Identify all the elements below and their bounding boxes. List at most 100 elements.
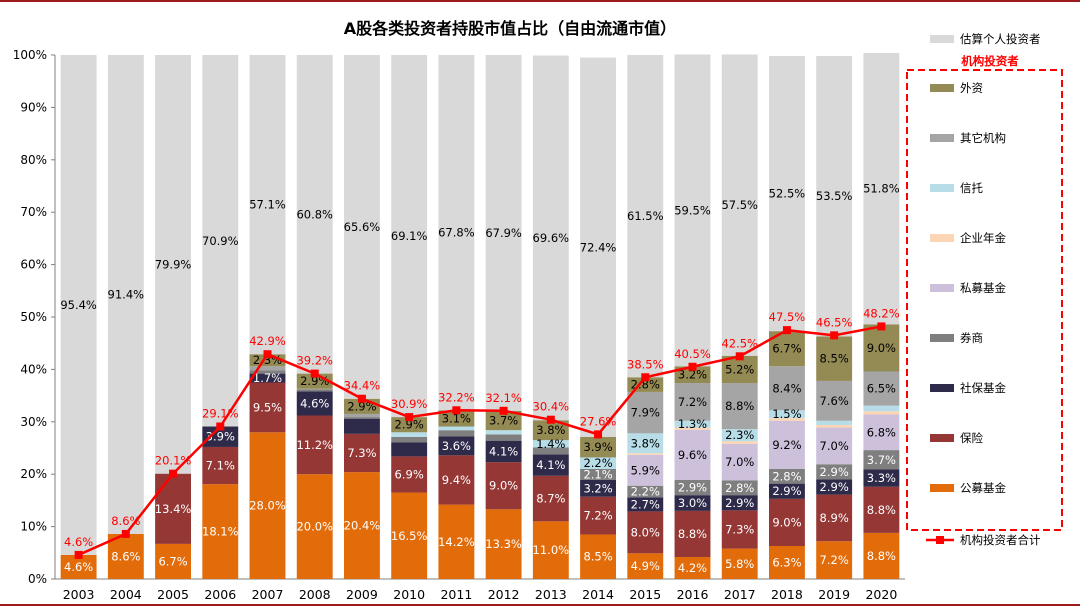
y-tick-label: 50% <box>20 310 47 324</box>
bar-segment <box>721 429 758 442</box>
x-tick-label: 2014 <box>582 587 614 602</box>
data-label: 59.5% <box>674 203 711 217</box>
data-label: 8.8% <box>678 527 707 541</box>
x-tick-label: 2008 <box>299 587 331 602</box>
data-label: 11.2% <box>296 438 333 452</box>
legend-label: 机构投资者合计 <box>960 533 1041 547</box>
bar-segment <box>249 373 286 383</box>
bar-segment <box>344 472 380 579</box>
x-tick-label: 2012 <box>488 587 520 602</box>
bar-segment <box>863 532 900 579</box>
data-label: 4.1% <box>536 458 565 472</box>
data-label: 6.7% <box>158 554 187 568</box>
bar-segment <box>249 382 286 433</box>
data-label: 2.9% <box>772 484 801 498</box>
data-label: 60.8% <box>296 207 333 221</box>
total-line-label: 30.9% <box>391 397 428 411</box>
total-line-marker <box>310 369 319 378</box>
total-line-marker <box>688 362 697 371</box>
bar-segment <box>532 521 569 579</box>
total-line-marker <box>877 322 886 331</box>
data-label: 3.3% <box>867 471 896 485</box>
data-label: 3.2% <box>678 368 707 382</box>
bar-segment <box>532 440 569 448</box>
bar-segment <box>296 474 333 579</box>
data-label: 8.8% <box>725 399 754 413</box>
bar-segment <box>438 436 475 456</box>
total-line-marker <box>169 469 178 478</box>
total-line-marker <box>357 394 366 403</box>
x-tick-label: 2018 <box>771 587 803 602</box>
bar-segment <box>816 494 853 542</box>
data-label: 3.1% <box>442 411 471 425</box>
bar-segment <box>391 432 428 437</box>
bar-segment <box>816 380 853 421</box>
legend-label: 私募基金 <box>960 281 1006 295</box>
data-label: 7.1% <box>206 459 235 473</box>
bar-segment <box>249 366 286 371</box>
total-line-label: 27.6% <box>580 414 617 428</box>
bar-segment <box>155 543 191 579</box>
bar-segment <box>485 55 522 411</box>
data-label: 9.0% <box>867 341 896 355</box>
legend-swatch <box>930 134 954 142</box>
data-label: 79.9% <box>155 257 192 271</box>
total-line-marker <box>216 422 225 431</box>
total-line-label: 39.2% <box>296 354 333 368</box>
bar-segment <box>391 55 428 418</box>
data-label: 7.3% <box>725 522 754 536</box>
bar-segment <box>391 436 428 443</box>
bar-segment <box>580 468 616 480</box>
data-label: 3.0% <box>678 496 707 510</box>
data-label: 6.3% <box>772 555 801 569</box>
x-tick-label: 2007 <box>252 587 284 602</box>
total-line-marker <box>594 430 603 439</box>
bar-segment <box>769 56 805 332</box>
data-label: 67.9% <box>485 226 522 240</box>
data-label: 3.2% <box>583 481 612 495</box>
legend-swatch <box>930 184 954 192</box>
bar-segment <box>296 389 333 392</box>
x-tick-label: 2010 <box>393 587 425 602</box>
data-label: 7.0% <box>820 439 849 453</box>
data-label: 57.1% <box>249 198 286 212</box>
bar-segment <box>344 417 380 419</box>
bar-segment <box>627 511 664 554</box>
bar-segment <box>721 480 758 496</box>
data-label: 8.9% <box>820 511 849 525</box>
bar-segment <box>580 534 616 579</box>
bar-segment <box>721 383 758 430</box>
bar-segment <box>721 548 758 579</box>
bar-segment <box>344 433 380 473</box>
bar-segment <box>627 391 664 434</box>
data-label: 52.5% <box>769 187 806 201</box>
data-label: 2.9% <box>820 465 849 479</box>
bar-segment <box>627 453 664 455</box>
data-label: 3.7% <box>867 453 896 467</box>
bar-segment <box>721 54 758 356</box>
data-label: 5.9% <box>631 463 660 477</box>
data-label: 7.6% <box>820 394 849 408</box>
bar-segment <box>769 498 805 546</box>
bar-segment <box>721 355 758 384</box>
data-label: 8.5% <box>583 550 612 564</box>
bar-segment <box>60 554 97 579</box>
legend-swatch <box>930 334 954 342</box>
x-tick-label: 2013 <box>535 587 567 602</box>
bar-segment <box>863 324 900 372</box>
bar-segment <box>438 55 475 411</box>
x-tick-label: 2015 <box>629 587 661 602</box>
total-line-label: 32.2% <box>438 390 475 404</box>
legend-swatch <box>930 484 954 492</box>
bar-segment <box>627 553 664 579</box>
bar-segment <box>816 427 853 465</box>
total-line-marker <box>830 331 839 340</box>
bar-segment <box>485 509 522 579</box>
bar-segment <box>863 486 900 533</box>
bar-segment <box>580 57 616 437</box>
data-label: 8.7% <box>536 492 565 506</box>
legend-line-marker <box>936 536 944 544</box>
data-label: 18.1% <box>202 525 239 539</box>
bar-segment <box>202 484 239 579</box>
data-label: 67.8% <box>438 226 475 240</box>
